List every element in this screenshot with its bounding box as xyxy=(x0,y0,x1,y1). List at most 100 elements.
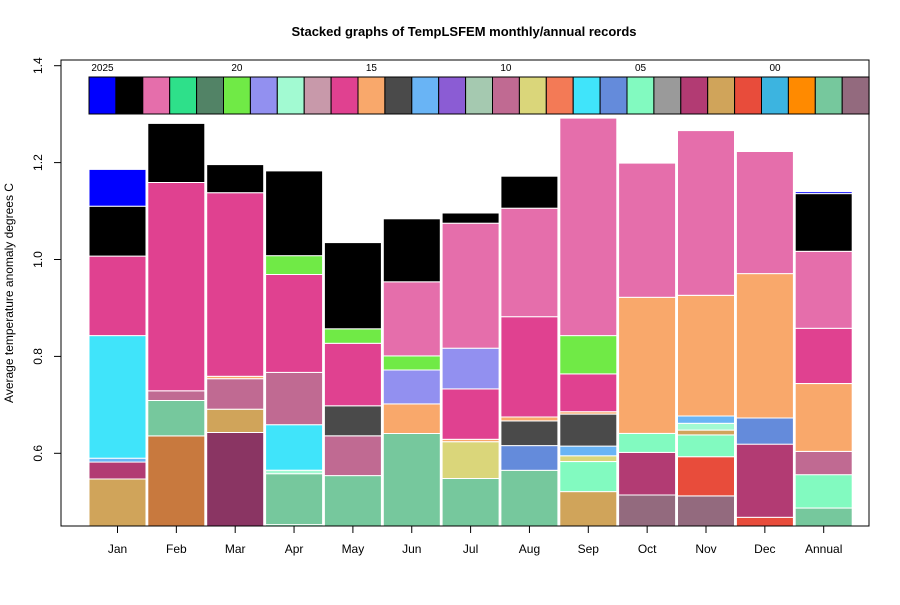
legend-year-label: 00 xyxy=(769,63,781,74)
bar-stack-apr xyxy=(265,170,324,527)
bar-segment xyxy=(559,461,618,493)
bar-segment xyxy=(323,475,382,527)
legend-swatch xyxy=(814,76,843,115)
bar-segment xyxy=(618,433,677,453)
bar-segment xyxy=(559,445,618,457)
legend-swatch xyxy=(303,76,332,115)
bar-segment xyxy=(735,443,794,518)
legend-swatch xyxy=(761,76,789,115)
bar-segment xyxy=(618,494,677,527)
bar-segment xyxy=(323,405,382,437)
legend-swatch xyxy=(707,76,736,115)
legend-swatch xyxy=(411,76,440,115)
bar-segment xyxy=(559,117,618,337)
bar-segment xyxy=(677,415,735,424)
bar-segment xyxy=(441,478,500,527)
y-tick-label: 1.2 xyxy=(31,154,45,171)
legend-swatch xyxy=(384,76,413,115)
bar-segment xyxy=(500,416,559,422)
bar-segment xyxy=(441,441,500,480)
bar-segment xyxy=(441,212,500,224)
bar-segment xyxy=(559,491,618,527)
bar-segment xyxy=(618,451,677,496)
legend-swatch xyxy=(680,76,709,115)
bar-segment xyxy=(735,417,794,445)
legend-swatch xyxy=(438,76,467,115)
legend-swatch xyxy=(841,76,870,115)
x-tick-label: Nov xyxy=(695,542,716,556)
bar-segment xyxy=(323,328,382,344)
legend-swatch xyxy=(518,76,547,115)
bar-segment xyxy=(265,424,324,471)
bar-segment xyxy=(677,429,735,436)
bar-segment xyxy=(559,335,618,375)
bar-segment xyxy=(265,274,324,373)
bar-segment xyxy=(206,432,265,527)
bar-segment xyxy=(441,347,500,390)
x-tick-label: Annual xyxy=(805,542,842,556)
x-tick-label: Dec xyxy=(754,542,775,556)
bar-segment xyxy=(147,400,206,437)
bar-stack-mar xyxy=(206,164,265,527)
bar-segment xyxy=(618,162,677,298)
bar-segment xyxy=(88,335,147,459)
axes-layer: Jan Feb Mar Apr May Jun Jul Aug Sep Oct Nov Dec Annu… xyxy=(31,57,870,556)
bar-segment xyxy=(147,182,206,392)
bar-segment xyxy=(500,207,559,318)
bar-stack-jul xyxy=(441,212,500,527)
bar-segment xyxy=(206,378,265,410)
bar-segment xyxy=(500,469,559,527)
bar-segment xyxy=(88,457,147,463)
bar-segment xyxy=(794,450,853,476)
bar-segment xyxy=(794,327,853,384)
bar-stack-may xyxy=(323,242,382,527)
plot-frame xyxy=(60,59,870,527)
x-tick-label: Apr xyxy=(285,542,304,556)
bar-stack-annual xyxy=(794,191,853,527)
x-tick-label: Jan xyxy=(108,542,127,556)
bar-segment xyxy=(382,218,441,283)
bar-segment xyxy=(88,461,147,480)
bar-segment xyxy=(559,455,618,463)
bar-segment xyxy=(88,168,147,207)
bar-segment xyxy=(206,164,265,194)
bar-segment xyxy=(441,388,500,440)
bar-stack-jan xyxy=(88,168,147,527)
legend-swatch xyxy=(599,76,628,115)
bar-segment xyxy=(794,191,853,195)
bar-segment xyxy=(382,403,441,434)
bar-segment xyxy=(382,281,441,357)
bar-segment xyxy=(677,422,735,431)
legend-swatch xyxy=(545,76,574,115)
legend-swatch xyxy=(196,76,225,115)
year-legend: 2025 20 15 10 05 00 xyxy=(88,63,870,115)
bar-segment xyxy=(794,507,853,527)
bar-segment xyxy=(323,342,382,407)
bar-segment xyxy=(147,390,206,401)
x-tick-label: May xyxy=(342,542,365,556)
bar-segment xyxy=(500,420,559,447)
legend-swatch xyxy=(223,76,251,115)
legend-swatch xyxy=(142,76,171,115)
bar-segment xyxy=(88,478,147,527)
bar-segment xyxy=(735,151,794,275)
x-tick-label: Jun xyxy=(402,542,421,556)
legend-swatch xyxy=(88,76,117,115)
bar-stack-sep xyxy=(559,117,618,527)
bar-segment xyxy=(735,516,794,527)
bar-segment xyxy=(559,373,618,413)
bar-segment xyxy=(794,474,853,509)
y-axis-label: Average temperature anomaly degrees C xyxy=(2,183,16,403)
bar-stack-nov xyxy=(677,130,735,527)
bar-segment xyxy=(265,170,324,257)
bar-segment xyxy=(618,296,677,434)
legend-swatch xyxy=(787,76,816,115)
bar-segment xyxy=(382,355,441,371)
x-tick-label: Aug xyxy=(519,542,540,556)
bar-stack-oct xyxy=(618,162,677,527)
bar-segment xyxy=(500,445,559,471)
bar-segment xyxy=(677,434,735,458)
x-tick-label: Sep xyxy=(578,542,600,556)
y-tick-label: 0.6 xyxy=(31,445,45,462)
